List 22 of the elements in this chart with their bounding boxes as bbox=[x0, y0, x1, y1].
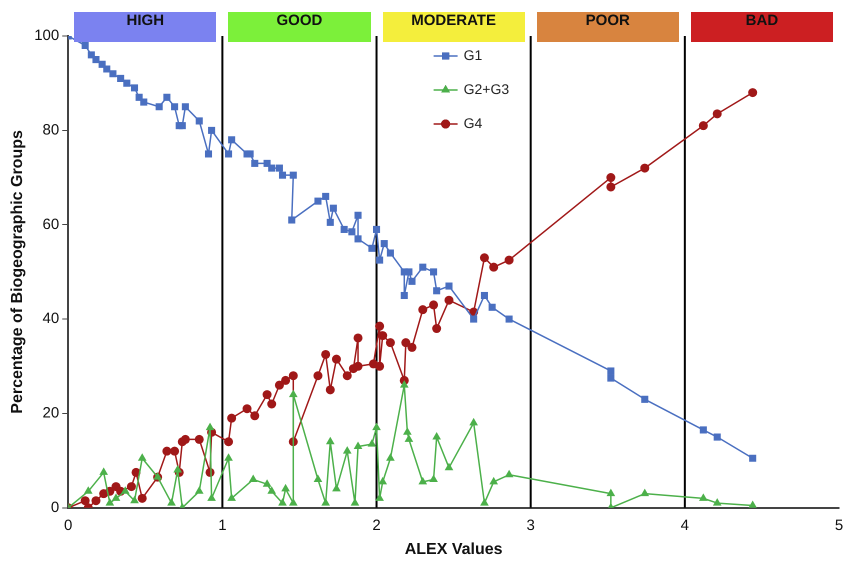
legend-label: G2+G3 bbox=[464, 80, 510, 97]
y-axis-title: Percentage of Biogeographic Groups bbox=[9, 130, 26, 414]
y-tick-label: 40 bbox=[42, 310, 60, 328]
legend-label: G1 bbox=[464, 46, 483, 63]
x-axis-title: ALEX Values bbox=[404, 540, 503, 558]
y-tick-label: 20 bbox=[42, 404, 60, 422]
x-tick-label: 0 bbox=[64, 516, 72, 534]
zone-tag: GOOD bbox=[228, 12, 371, 42]
x-tick-label: 2 bbox=[372, 516, 381, 534]
zone-tag: MODERATE bbox=[382, 12, 525, 42]
y-tick-label: 100 bbox=[34, 27, 60, 44]
zone-tag: POOR bbox=[536, 12, 679, 42]
x-tick-label: 3 bbox=[526, 516, 535, 534]
x-tick-label: 1 bbox=[218, 516, 227, 534]
x-tick-label: 5 bbox=[834, 516, 844, 534]
zone-tag: HIGH bbox=[74, 12, 216, 42]
y-tick-label: 0 bbox=[50, 498, 60, 516]
zone-tag: BAD bbox=[690, 12, 833, 42]
x-tick-label: 4 bbox=[680, 516, 690, 534]
y-tick-label: 60 bbox=[42, 216, 60, 233]
y-tick-label: 80 bbox=[42, 122, 60, 138]
legend-label: G4 bbox=[464, 114, 483, 131]
